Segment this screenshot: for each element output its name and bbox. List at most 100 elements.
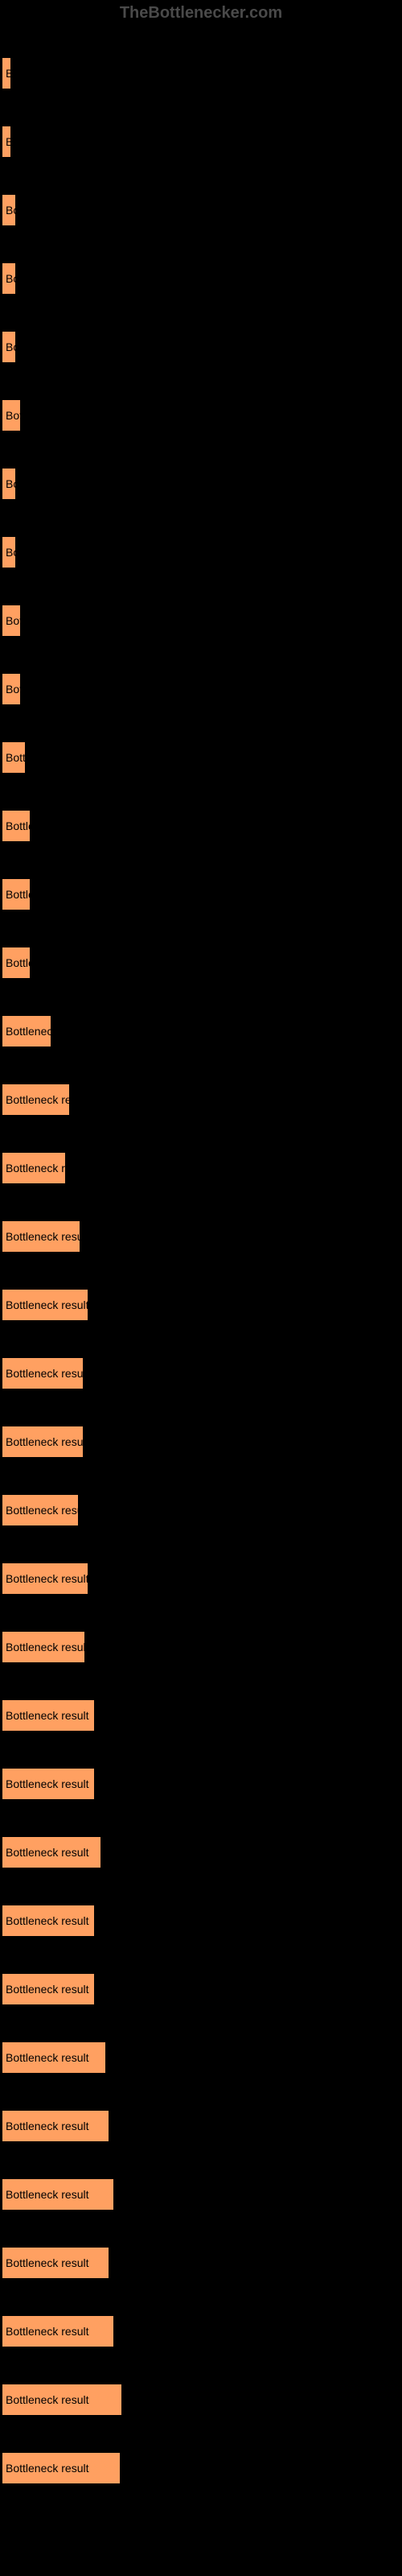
- bar-row: Bottleneck result: [2, 2434, 402, 2502]
- bar-row: Bottleneck result: [2, 39, 402, 107]
- bar-row: Bottleneck result: [2, 244, 402, 312]
- bar: Bottleneck result: [2, 2452, 121, 2484]
- bar: Bottleneck result: [2, 1836, 101, 1868]
- bar: Bottleneck result: [2, 741, 26, 774]
- bar-label: Bottleneck result: [6, 341, 16, 353]
- bar-row: Bottleneck result: [2, 1476, 402, 1544]
- bar-label: Bottleneck result: [6, 1162, 66, 1174]
- bar-label: Bottleneck result: [6, 1641, 85, 1653]
- bar-label: Bottleneck result: [6, 1230, 80, 1243]
- bar-label: Bottleneck result: [6, 1093, 70, 1106]
- bar: Bottleneck result: [2, 2247, 109, 2279]
- bar-label: Bottleneck result: [6, 1914, 89, 1927]
- bar-row: Bottleneck result: [2, 928, 402, 997]
- bar-row: Bottleneck result: [2, 2365, 402, 2434]
- bar-label: Bottleneck result: [6, 1777, 89, 1790]
- bar-row: Bottleneck result: [2, 1065, 402, 1133]
- bar: Bottleneck result: [2, 2110, 109, 2142]
- bar: Bottleneck result: [2, 947, 31, 979]
- bar-row: Bottleneck result: [2, 175, 402, 244]
- bar: Bottleneck result: [2, 1357, 84, 1389]
- bar-label: Bottleneck result: [6, 409, 21, 422]
- bar-label: Bottleneck result: [6, 956, 31, 969]
- bar-label: Bottleneck result: [6, 614, 21, 627]
- bar-row: Bottleneck result: [2, 2023, 402, 2091]
- bar-row: Bottleneck result: [2, 1681, 402, 1749]
- bar-label: Bottleneck result: [6, 1367, 84, 1380]
- bar: Bottleneck result: [2, 1220, 80, 1253]
- bar-row: Bottleneck result: [2, 723, 402, 791]
- bar: Bottleneck result: [2, 126, 11, 158]
- bar-label: Bottleneck result: [6, 2188, 89, 2201]
- bar-label: Bottleneck result: [6, 2120, 89, 2132]
- bar-row: Bottleneck result: [2, 1955, 402, 2023]
- bar-row: Bottleneck result: [2, 1886, 402, 1955]
- bar: Bottleneck result: [2, 605, 21, 637]
- bar-label: Bottleneck result: [6, 204, 16, 217]
- bar-row: Bottleneck result: [2, 1133, 402, 1202]
- bar: Bottleneck result: [2, 878, 31, 910]
- bar-label: Bottleneck result: [6, 1025, 51, 1038]
- bar: Bottleneck result: [2, 57, 11, 89]
- bar-label: Bottleneck result: [6, 751, 26, 764]
- bar-row: Bottleneck result: [2, 1612, 402, 1681]
- bar: Bottleneck result: [2, 1084, 70, 1116]
- bar-label: Bottleneck result: [6, 1435, 84, 1448]
- bar-row: Bottleneck result: [2, 1818, 402, 1886]
- bar-row: Bottleneck result: [2, 2228, 402, 2297]
- bar: Bottleneck result: [2, 2315, 114, 2347]
- bar: Bottleneck result: [2, 194, 16, 226]
- bar: Bottleneck result: [2, 1289, 88, 1321]
- bar-label: Bottleneck result: [6, 2325, 89, 2338]
- bar-label: Bottleneck result: [6, 1504, 79, 1517]
- bar: Bottleneck result: [2, 1494, 79, 1526]
- bar-label: Bottleneck result: [6, 477, 16, 490]
- bar-row: Bottleneck result: [2, 860, 402, 928]
- bar: Bottleneck result: [2, 1426, 84, 1458]
- watermark-text: TheBottlenecker.com: [0, 4, 402, 23]
- bar-row: Bottleneck result: [2, 654, 402, 723]
- bar-row: Bottleneck result: [2, 1407, 402, 1476]
- bar-row: Bottleneck result: [2, 449, 402, 518]
- bar-chart: Bottleneck result Bottleneck result Bottle…: [0, 39, 402, 2502]
- bar: Bottleneck result: [2, 536, 16, 568]
- bar-row: Bottleneck result: [2, 997, 402, 1065]
- bar: Bottleneck result: [2, 2178, 114, 2211]
- bar-label: Bottleneck result: [6, 546, 16, 559]
- bar-row: Bottleneck result: [2, 2297, 402, 2365]
- bar: Bottleneck result: [2, 810, 31, 842]
- bar-label: Bottleneck result: [6, 1846, 89, 1859]
- bar-label: Bottleneck result: [6, 888, 31, 901]
- bar-label: Bottleneck result: [6, 1298, 88, 1311]
- bar: Bottleneck result: [2, 1631, 85, 1663]
- bar-label: Bottleneck result: [6, 2393, 89, 2406]
- bar-row: Bottleneck result: [2, 1544, 402, 1612]
- bar-label: Bottleneck result: [6, 272, 16, 285]
- bar: Bottleneck result: [2, 1699, 95, 1732]
- bar-row: Bottleneck result: [2, 312, 402, 381]
- bar-label: Bottleneck result: [6, 135, 11, 148]
- bar: Bottleneck result: [2, 2041, 106, 2074]
- bar-label: Bottleneck result: [6, 2051, 89, 2064]
- bar-row: Bottleneck result: [2, 2091, 402, 2160]
- bar: Bottleneck result: [2, 399, 21, 431]
- bar: Bottleneck result: [2, 1905, 95, 1937]
- bar-label: Bottleneck result: [6, 1572, 88, 1585]
- bar-row: Bottleneck result: [2, 1270, 402, 1339]
- bar: Bottleneck result: [2, 331, 16, 363]
- bar-row: Bottleneck result: [2, 2160, 402, 2228]
- bar-label: Bottleneck result: [6, 683, 21, 696]
- bar-label: Bottleneck result: [6, 2256, 89, 2269]
- bar: Bottleneck result: [2, 1973, 95, 2005]
- bar-label: Bottleneck result: [6, 67, 11, 80]
- bar: Bottleneck result: [2, 1768, 95, 1800]
- bar-row: Bottleneck result: [2, 586, 402, 654]
- bar: Bottleneck result: [2, 1015, 51, 1047]
- bar-label: Bottleneck result: [6, 1983, 89, 1996]
- bar-row: Bottleneck result: [2, 1749, 402, 1818]
- bar: Bottleneck result: [2, 468, 16, 500]
- bar-row: Bottleneck result: [2, 791, 402, 860]
- bar-label: Bottleneck result: [6, 819, 31, 832]
- bar-row: Bottleneck result: [2, 1339, 402, 1407]
- bar: Bottleneck result: [2, 673, 21, 705]
